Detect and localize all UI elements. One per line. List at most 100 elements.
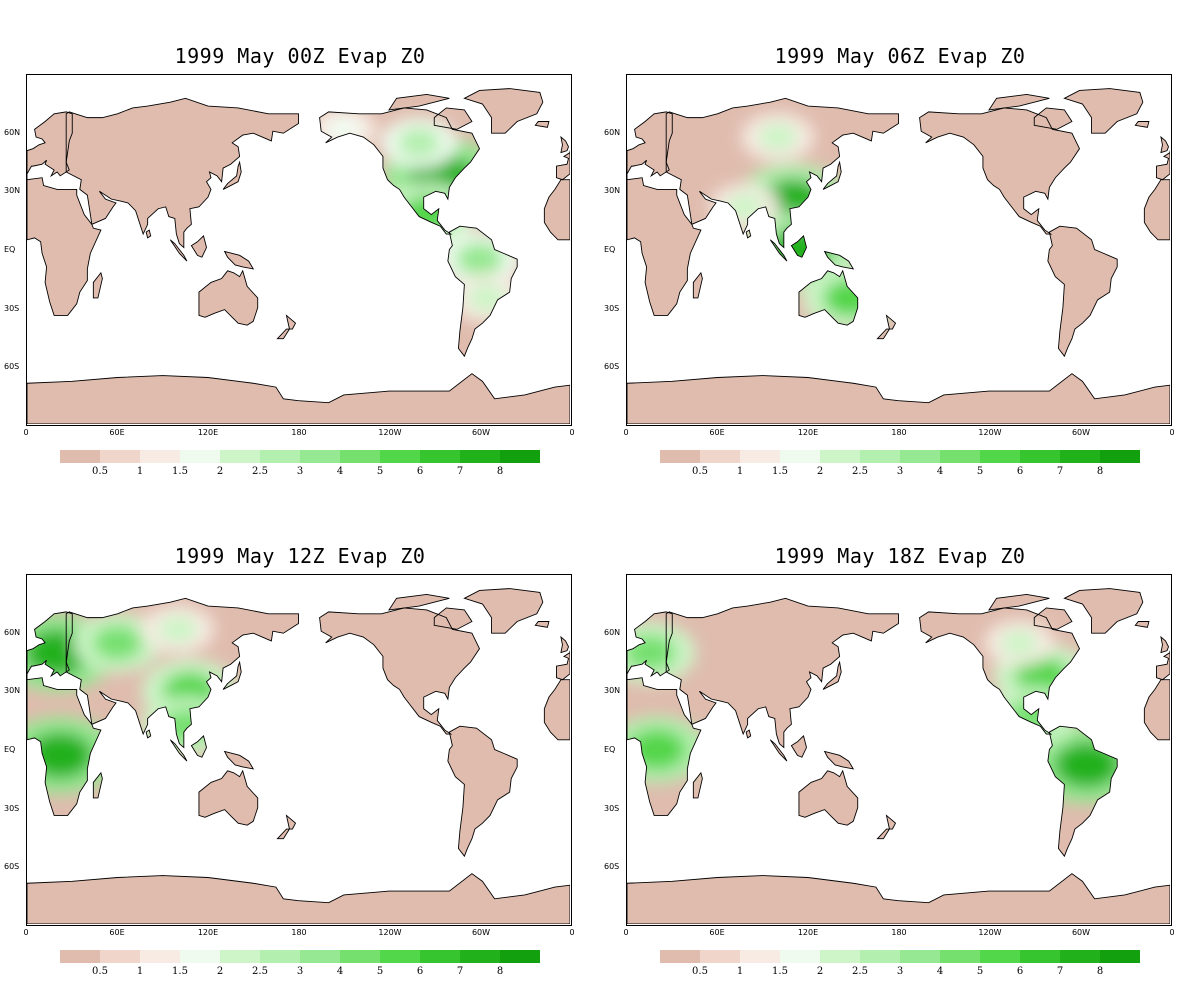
- colorbar-label: 2: [216, 966, 224, 977]
- colorbar-label: 2.5: [852, 466, 868, 477]
- land-fill: [627, 588, 1170, 924]
- colorbar-swatch: [1060, 450, 1100, 463]
- colorbar: [60, 950, 540, 963]
- coastline-europe-west-2: [556, 150, 570, 181]
- map-panel-18z: 1999 May 18Z Evap Z0 60N 30N EQ 30S 60S 0 60E 12…: [600, 500, 1200, 1000]
- coastline-africa-west: [1143, 179, 1170, 241]
- coastline-sumatra: [169, 739, 188, 762]
- colorbar-swatch: [180, 450, 220, 463]
- map-frame: [26, 74, 572, 426]
- lon-label: 180: [291, 428, 307, 437]
- coastline-new-zealand: [885, 314, 897, 330]
- colorbar-label: 5: [376, 466, 384, 477]
- coastline-antarctica: [27, 373, 570, 424]
- lon-label: 120W: [378, 928, 402, 937]
- coastline-south-america: [1047, 725, 1118, 858]
- evaporation-map: [627, 88, 1170, 424]
- colorbar-label: 6: [416, 966, 424, 977]
- colorbar-label: 2: [816, 466, 824, 477]
- colorbar-swatch: [740, 450, 780, 463]
- coastline-australia: [798, 269, 859, 326]
- colorbar-swatch: [100, 950, 140, 963]
- coastline-eurasia-east: [65, 597, 299, 749]
- colorbar-label: 5: [976, 966, 984, 977]
- colorbar-label: 1: [136, 966, 144, 977]
- coastline-australia: [798, 769, 859, 826]
- colorbar-label: 8: [1096, 466, 1104, 477]
- lat-label: EQ: [4, 245, 16, 254]
- coastline-greenland: [463, 588, 544, 634]
- coastline-madagascar: [692, 271, 703, 299]
- evap-hotspot-canada: [397, 127, 441, 159]
- coastline-europe-west-2: [1156, 650, 1170, 681]
- colorbar-label: 1.5: [772, 466, 788, 477]
- lat-label: 30S: [4, 303, 20, 313]
- lon-label: 0: [623, 928, 629, 937]
- colorbar-swatch: [100, 450, 140, 463]
- colorbar-swatch: [1020, 950, 1060, 963]
- lon-label: 120W: [378, 428, 402, 437]
- colorbar-label: 4: [336, 966, 344, 977]
- coastline-japan: [822, 660, 842, 690]
- coastline-new-guinea: [223, 250, 255, 270]
- evap-hotspot-siberia: [757, 122, 799, 152]
- coastline-antarctica: [627, 873, 1170, 924]
- coastline-antarctica: [27, 873, 570, 924]
- coastline-arctic-islands: [988, 593, 1050, 611]
- coastline-new-zealand-s: [876, 828, 891, 840]
- coastline-borneo: [190, 235, 207, 258]
- colorbar-label: 7: [456, 466, 464, 477]
- coastline-madagascar: [92, 271, 103, 299]
- coastlines: [27, 588, 570, 924]
- colorbar-label: 8: [496, 466, 504, 477]
- evap-hotspot-russia: [92, 625, 143, 661]
- map-frame: [626, 574, 1172, 926]
- lon-label: 60E: [109, 428, 125, 437]
- lon-label: 60W: [471, 428, 491, 437]
- coastline-europe-west: [27, 111, 73, 180]
- colorbar-swatch: [1100, 450, 1140, 463]
- colorbar-swatch: [500, 950, 540, 963]
- coastline-uk: [560, 135, 569, 154]
- coastline-europe-west-2: [1156, 150, 1170, 181]
- colorbar-swatch: [780, 950, 820, 963]
- coastlines: [27, 88, 570, 424]
- coastline-borneo: [790, 235, 807, 258]
- lon-label: 60W: [471, 928, 491, 937]
- coastline-uk: [560, 635, 569, 654]
- evap-hotspot-india: [725, 193, 765, 221]
- lon-label: 0: [623, 428, 629, 437]
- lat-label: EQ: [4, 745, 16, 754]
- lon-label: 0: [569, 428, 575, 437]
- lon-label: 0: [569, 928, 575, 937]
- colorbar-label: 3: [896, 466, 904, 477]
- coastline-new-zealand: [285, 814, 297, 830]
- lon-label: 0: [23, 928, 29, 937]
- colorbar-label: 6: [1016, 466, 1024, 477]
- evap-hotspot-amazon: [1054, 741, 1120, 789]
- lon-label: 180: [891, 928, 907, 937]
- evap-hotspot-central-africa: [628, 729, 686, 770]
- coastline-africa: [27, 177, 102, 316]
- coastline-europe-west: [27, 611, 73, 680]
- panel-title: 1999 May 00Z Evap Z0: [174, 44, 426, 68]
- colorbar-label: 2: [216, 466, 224, 477]
- colorbar-label: 6: [416, 466, 424, 477]
- coastline-europe-west: [627, 611, 673, 680]
- coastline-sri-lanka: [145, 229, 152, 239]
- colorbar-swatch: [700, 950, 740, 963]
- coastline-africa-west: [1143, 679, 1170, 741]
- coastline-africa-west: [543, 679, 570, 741]
- colorbar-label: 7: [1056, 466, 1064, 477]
- colorbar-label: 5: [376, 966, 384, 977]
- colorbar-swatch: [980, 950, 1020, 963]
- colorbar-swatch: [60, 950, 100, 963]
- colorbar-swatch: [220, 450, 260, 463]
- coastline-japan: [222, 160, 242, 190]
- evaporation-map: [627, 588, 1170, 924]
- lat-label: 30S: [4, 803, 20, 813]
- coastline-south-america: [447, 225, 518, 358]
- colorbar-swatch: [60, 450, 100, 463]
- lon-label: 120E: [197, 428, 219, 437]
- colorbar-swatch: [860, 450, 900, 463]
